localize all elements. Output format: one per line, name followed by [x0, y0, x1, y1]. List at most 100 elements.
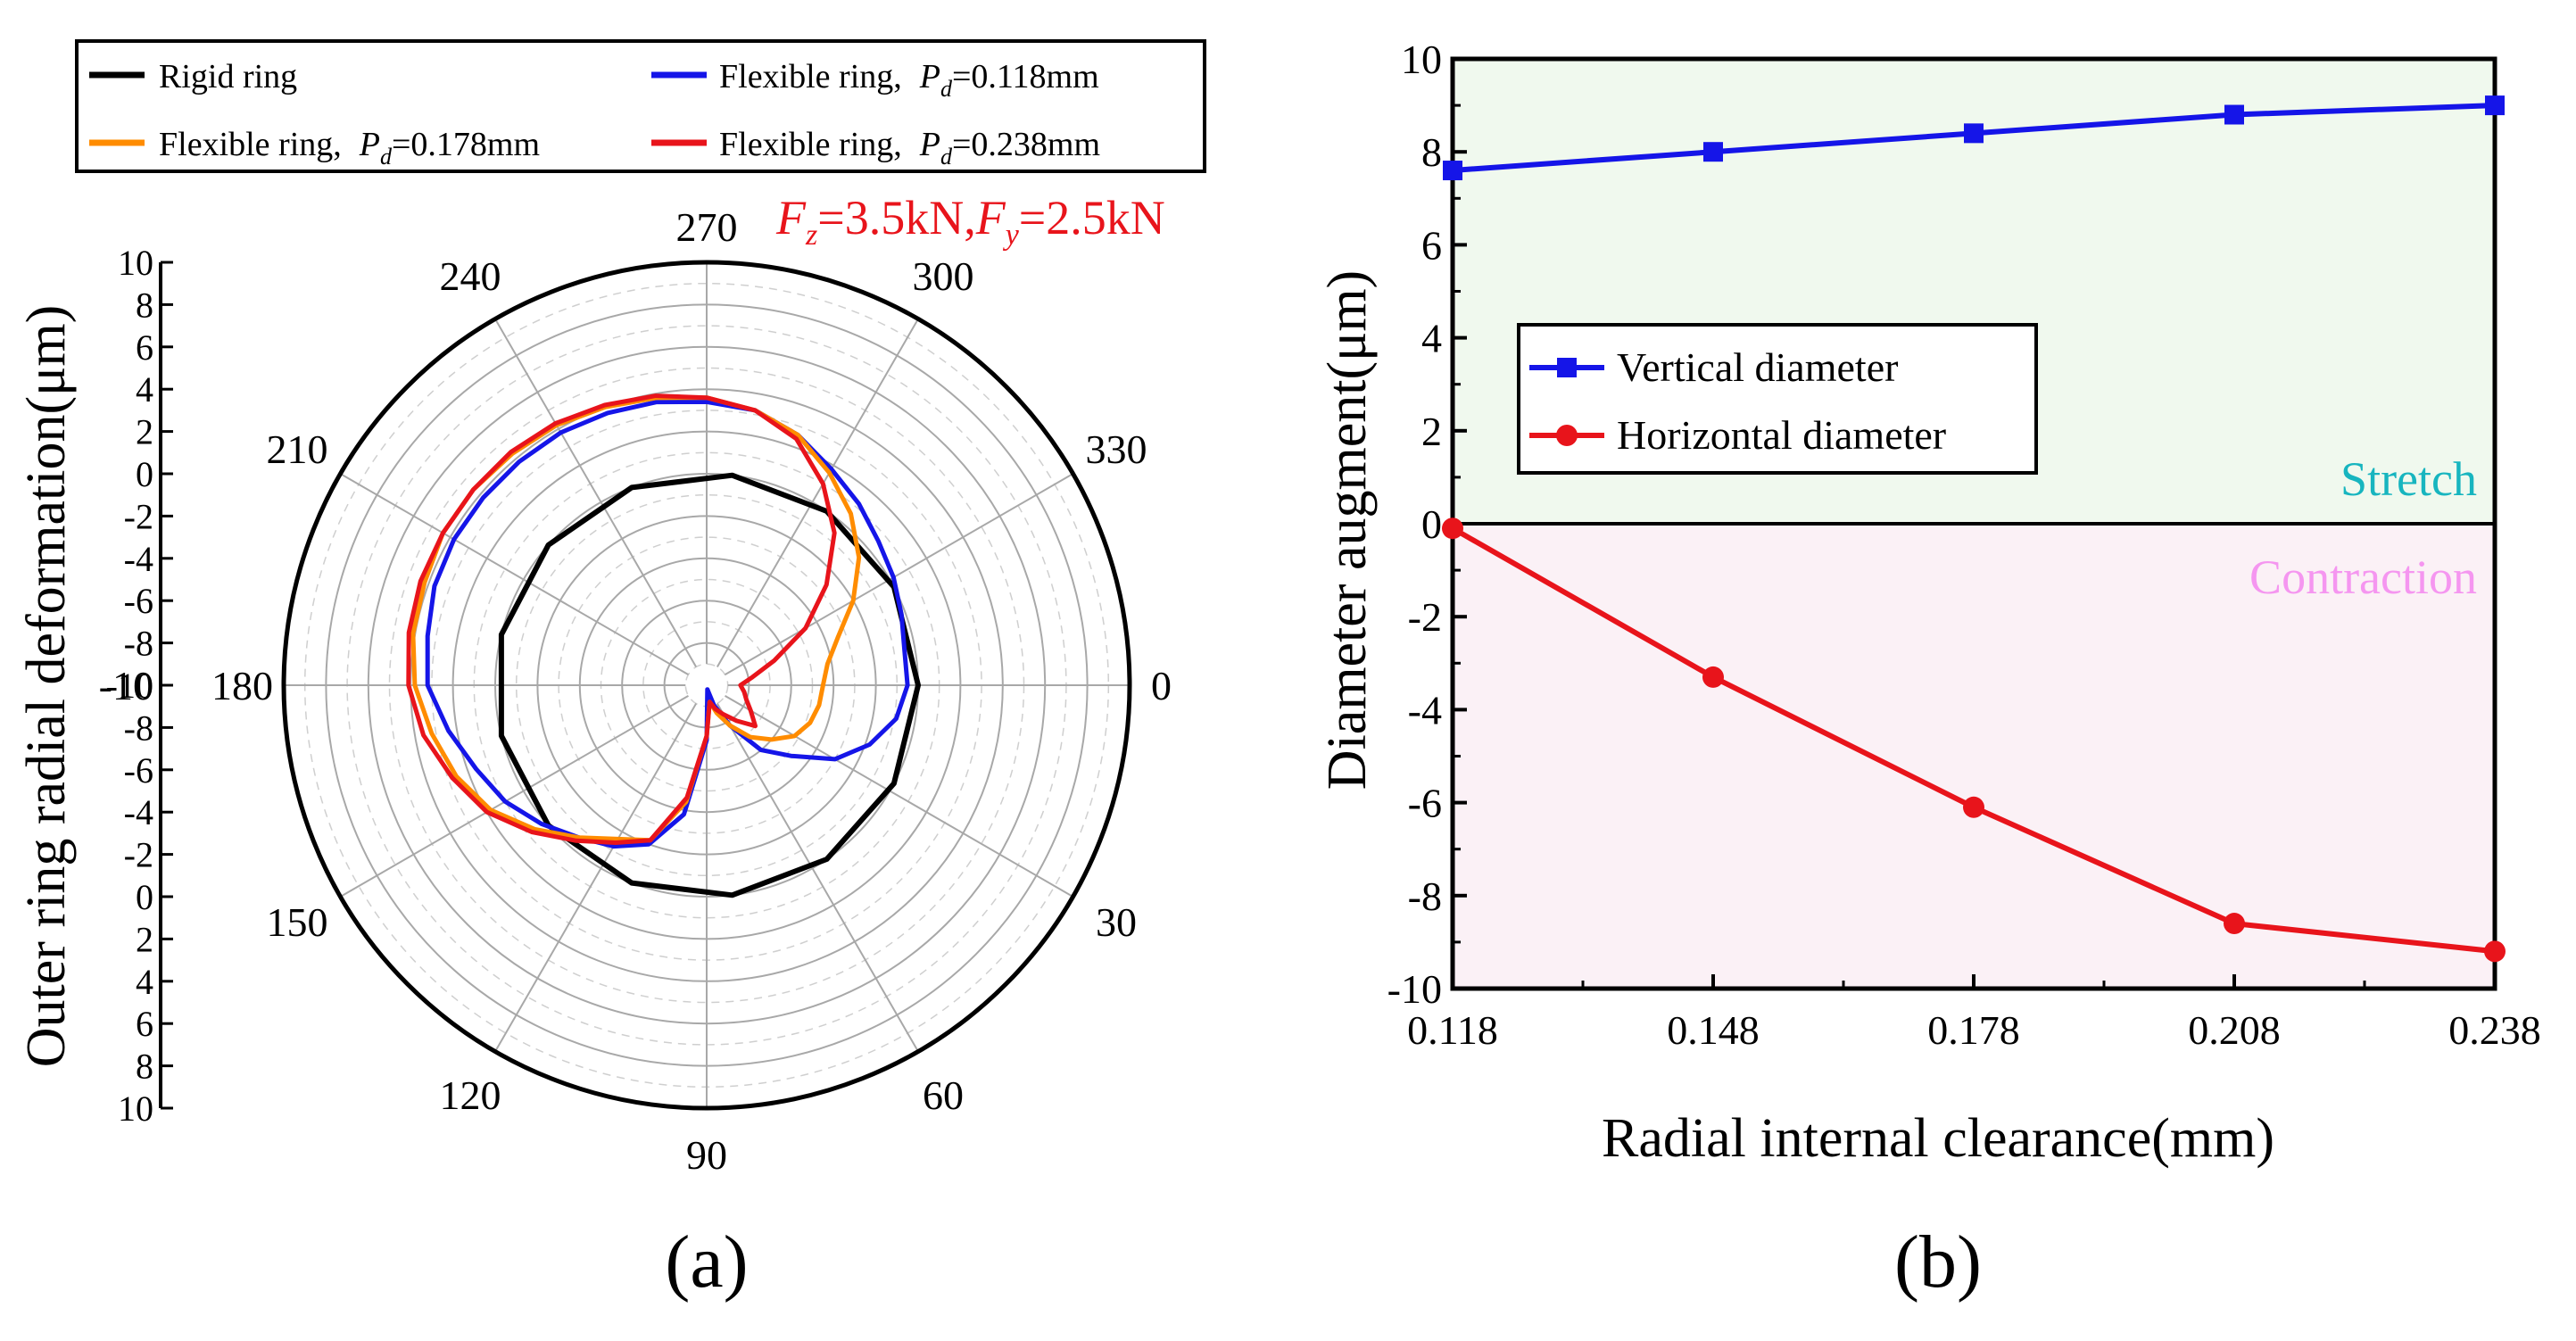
legend-a-pd-2: P [359, 126, 380, 163]
fz-value: 3.5kN [845, 191, 965, 244]
polar-grid-spoke [494, 703, 698, 1052]
fy-sub: y [1003, 219, 1020, 252]
legend-a-label-0238: Flexible ring, Pd=0.238mm [719, 126, 1100, 170]
line-xlabel: Radial internal clearance(mm) [1602, 1108, 2274, 1169]
fy-symbol: F [975, 191, 1006, 244]
polar-angle-label: 270 [676, 204, 738, 250]
y-tick-label: -10 [1387, 966, 1442, 1012]
y-tick-label: 0 [1421, 501, 1442, 547]
polar-angle-label: 90 [686, 1132, 727, 1178]
polar-radial-tick-label: 2 [136, 919, 153, 959]
legend-a-label-rigid: Rigid ring [159, 58, 297, 95]
y-tick-label: -2 [1408, 594, 1442, 640]
panel-label-b: (b) [1894, 1221, 1982, 1304]
legend-b-marker-square [1557, 358, 1577, 377]
legend-a-pdsub-2: d [380, 144, 393, 170]
legend-a: Rigid ring Flexible ring, Pd=0.118mm Flex… [75, 39, 1206, 173]
polar-radial-tick-label: 8 [136, 1047, 153, 1087]
annotation-comma: , [964, 191, 976, 244]
series-marker-square [1964, 123, 1984, 144]
series-marker-circle [2484, 940, 2506, 963]
polar-series-3 [406, 393, 837, 845]
polar-angle-label: 60 [923, 1072, 964, 1118]
polar-series-1 [425, 399, 910, 849]
legend-a-flexible-2: Flexible ring, [159, 126, 342, 163]
legend-a-flexible-1: Flexible ring, [719, 58, 902, 95]
legend-b-marker-circle [1556, 425, 1578, 446]
polar-ylabel: Outer ring radial deformation(μm) [16, 305, 77, 1067]
force-annotation: Fz=3.5kN,Fy=2.5kN [775, 191, 1165, 252]
panel-label-a: (a) [665, 1221, 748, 1304]
legend-a-pd-3: P [919, 126, 940, 163]
legend-a-flexible-3: Flexible ring, [719, 126, 902, 163]
legend-a-pdsub-3: d [940, 144, 953, 170]
polar-radial-tick-label: 8 [136, 285, 153, 325]
polar-radial-tick-label: -6 [124, 581, 153, 621]
y-tick-label: 4 [1421, 316, 1442, 361]
polar-radial-tick-label: 10 [118, 1089, 153, 1129]
polar-radial-tick-label: -8 [124, 624, 153, 664]
fz-sub: z [805, 219, 817, 252]
contraction-region [1453, 524, 2495, 989]
polar-angle-label: 0 [1151, 663, 1172, 708]
polar-angle-label: 240 [440, 253, 501, 299]
polar-angle-label: 150 [267, 899, 328, 945]
legend-b-frame [1517, 323, 2038, 475]
series-marker-circle [2224, 913, 2245, 935]
x-tick-label: 0.208 [2188, 1007, 2281, 1053]
y-tick-label: 2 [1421, 409, 1442, 454]
polar-angle-label: 180 [211, 663, 273, 708]
polar-radial-tick-label: -4 [124, 792, 153, 832]
x-tick-label: 0.118 [1407, 1007, 1498, 1053]
y-tick-label: 10 [1401, 37, 1442, 82]
polar-radial-tick-label: 4 [136, 962, 153, 1002]
polar-angle-label: 300 [913, 253, 974, 299]
series-marker-circle [1442, 517, 1463, 540]
y-tick-label: -6 [1408, 781, 1442, 826]
series-marker-square [1703, 142, 1723, 162]
polar-grid-spoke [716, 703, 919, 1052]
fz-eq: = [817, 191, 844, 244]
polar-radial-tick-label: -6 [124, 750, 153, 791]
polar-radial-tick-label: -2 [124, 496, 153, 536]
polar-radial-tick-label: -4 [124, 539, 153, 579]
line-ylabel: Diameter augment(μm) [1317, 270, 1378, 790]
polar-grid-spoke [716, 319, 919, 667]
polar-radial-center-label: -10 [99, 663, 153, 708]
x-tick-label: 0.178 [1927, 1007, 2020, 1053]
y-tick-label: 8 [1421, 129, 1442, 175]
fy-eq: = [1019, 191, 1046, 244]
x-tick-label: 0.148 [1667, 1007, 1760, 1053]
legend-a-pd-1: P [919, 58, 940, 95]
legend-a-value-2: =0.178mm [392, 126, 540, 163]
y-tick-label: 6 [1421, 222, 1442, 268]
polar-radial-tick-label: 4 [136, 369, 153, 410]
polar-radial-tick-label: 10 [118, 243, 153, 283]
series-marker-square [2485, 95, 2505, 116]
polar-radial-tick-label: -2 [124, 835, 153, 875]
polar-grid-spoke [725, 473, 1073, 676]
polar-grid-spoke [725, 694, 1073, 898]
legend-b-label: Vertical diameter [1617, 344, 1898, 390]
fy-value: 2.5kN [1046, 191, 1165, 244]
polar-angle-label: 120 [440, 1072, 501, 1118]
polar-grid-spoke [340, 694, 689, 898]
polar-plot: 0 30 60 90 120 150 180 210 240 270 300 330 [211, 204, 1172, 1178]
polar-radial-tick-label: 6 [136, 327, 153, 368]
x-tick-label: 0.238 [2448, 1007, 2541, 1053]
legend-a-label-0178: Flexible ring, Pd=0.178mm [159, 126, 540, 170]
legend-a-frame [75, 39, 1206, 173]
polar-radial-tick-label: -10 [106, 666, 153, 706]
polar-series-2 [410, 395, 862, 843]
legend-a-pdsub-1: d [940, 76, 953, 102]
line-plot: Stretch Contraction -10 -8 -6 -4 -2 0 2 4 6 8 10 0.11… [1387, 37, 2541, 1053]
polar-outer-circle [281, 260, 1132, 1111]
polar-grid-spoke [340, 473, 689, 676]
series-marker-square [1443, 161, 1462, 181]
y-tick-label: -4 [1408, 687, 1442, 733]
polar-angle-label: 210 [267, 426, 328, 472]
polar-angle-label: 330 [1085, 426, 1147, 472]
polar-radial-tick-label: -8 [124, 708, 153, 748]
legend-a-label-0118: Flexible ring, Pd=0.118mm [719, 58, 1099, 102]
